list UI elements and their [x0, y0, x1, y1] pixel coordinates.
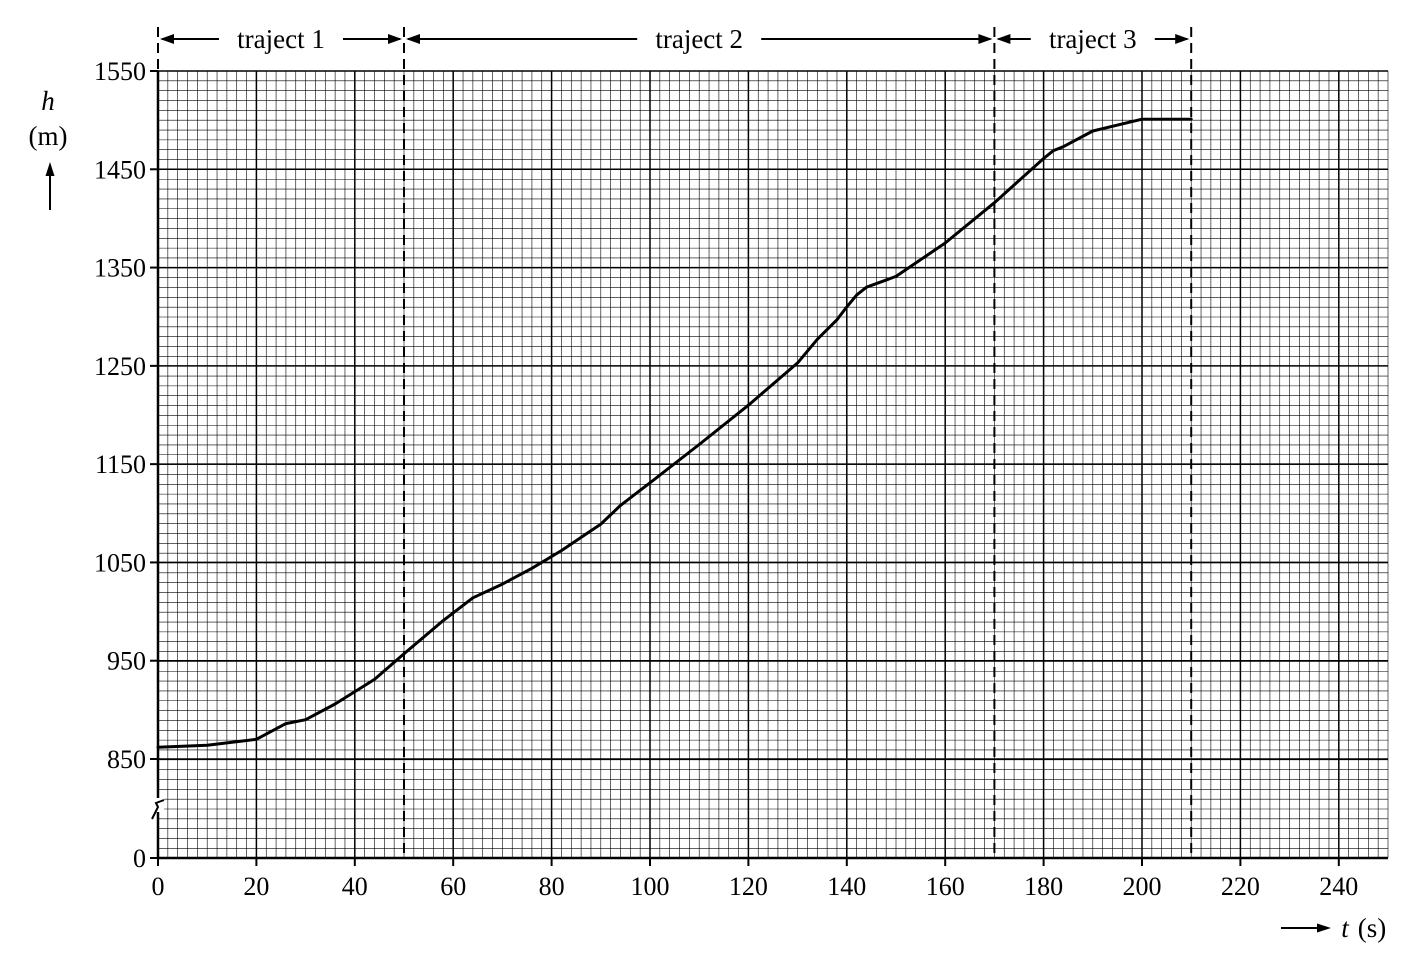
y-tick-label: 1350 [94, 254, 146, 283]
x-tick-label: 100 [631, 872, 670, 901]
y-tick-label: 850 [107, 745, 146, 774]
arrowhead-right [978, 34, 993, 44]
x-tick-label: 20 [243, 872, 269, 901]
arrowhead-left [406, 34, 420, 44]
data-series [156, 117, 1193, 749]
x-axis-variable: t [1341, 913, 1350, 943]
y-tick-label: 950 [107, 647, 146, 676]
segment-label: traject 2 [655, 24, 743, 54]
x-tick-label: 60 [440, 872, 466, 901]
segment-3: traject 3 [996, 24, 1190, 54]
x-tick-label: 120 [729, 872, 768, 901]
segment-label: traject 1 [237, 24, 325, 54]
x-tick-label: 0 [152, 872, 165, 901]
arrowhead-right [388, 34, 402, 44]
major-grid [157, 70, 1388, 858]
tick-marks [150, 70, 1340, 866]
axes [151, 71, 1388, 860]
x-tick-label: 80 [539, 872, 565, 901]
x-tick-label: 220 [1221, 872, 1260, 901]
arrowhead-left [160, 34, 174, 44]
height-curve [156, 117, 1193, 749]
y-tick-label: 0 [133, 844, 146, 873]
y-tick-labels: 0 850 950 1050 1150 1250 1350 1450 1550 [94, 57, 146, 873]
x-tick-label: 200 [1123, 872, 1162, 901]
y-axis-unit: (m) [29, 121, 68, 151]
axis-break-mark [151, 799, 165, 820]
arrowhead-right [1175, 34, 1190, 44]
x-tick-label: 40 [342, 872, 368, 901]
segment-2: traject 2 [406, 24, 993, 54]
segment-label: traject 3 [1049, 24, 1137, 54]
x-tick-label: 180 [1024, 872, 1063, 901]
segment-1: traject 1 [160, 24, 402, 54]
x-axis-arrow [1281, 923, 1331, 933]
x-tick-label: 160 [926, 872, 965, 901]
y-tick-label: 1550 [94, 57, 146, 86]
x-tick-labels: 0 20 40 60 80 100 120 140 160 180 200 220 240 [152, 872, 1359, 901]
y-axis-variable: h [41, 86, 55, 116]
y-tick-label: 1450 [94, 155, 146, 184]
y-axis-arrow [45, 162, 55, 210]
y-tick-label: 1250 [94, 352, 146, 381]
y-tick-label: 1150 [95, 450, 146, 479]
x-axis-unit: (s) [1358, 913, 1387, 943]
x-tick-label: 140 [827, 872, 866, 901]
x-tick-label: 240 [1319, 872, 1358, 901]
arrowhead-left [996, 34, 1011, 44]
y-tick-label: 1050 [94, 548, 146, 577]
trajectory-segments: traject 1 traject 2 traject 3 [157, 24, 1193, 858]
